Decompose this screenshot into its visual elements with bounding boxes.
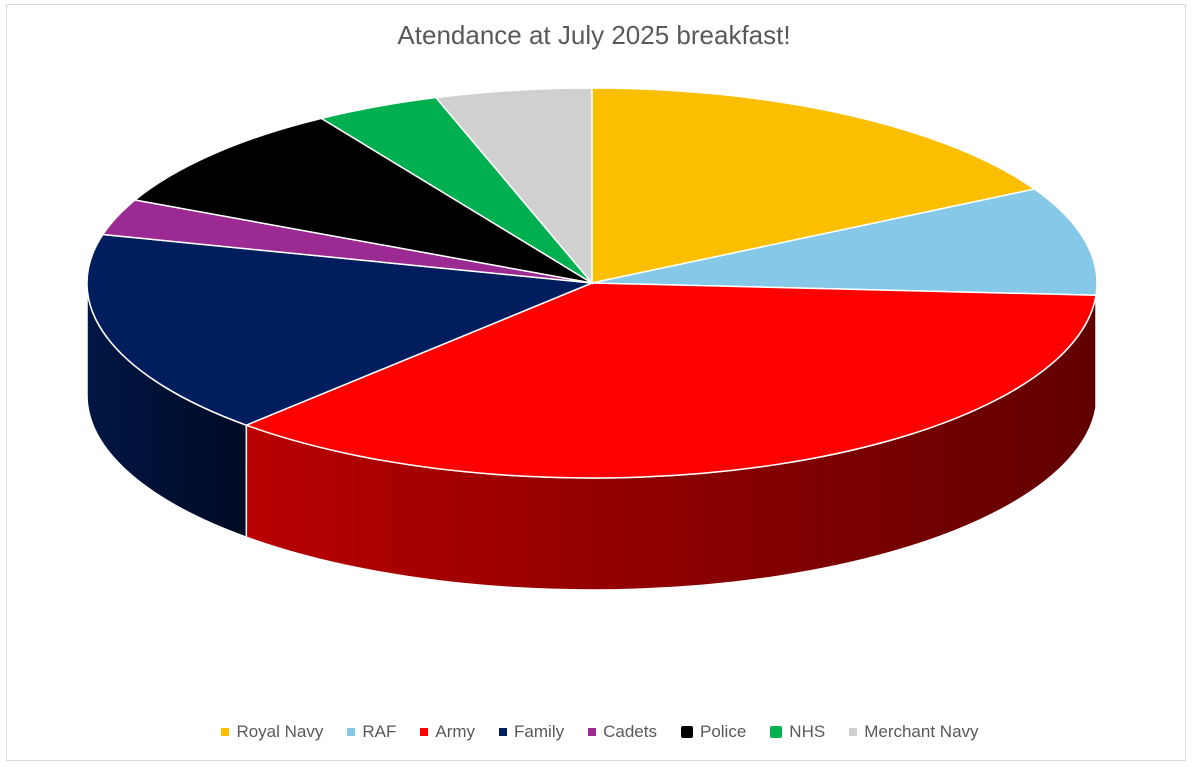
legend-item-royal-navy[interactable]: Royal Navy bbox=[221, 722, 323, 742]
legend-label: RAF bbox=[362, 722, 397, 741]
legend-label: Family bbox=[514, 722, 565, 741]
chart-title: Atendance at July 2025 breakfast! bbox=[397, 20, 791, 50]
pie-slice-army[interactable] bbox=[244, 282, 1097, 479]
legend-label: Merchant Navy bbox=[864, 722, 979, 741]
legend-swatch bbox=[680, 726, 693, 738]
legend-swatch bbox=[849, 728, 858, 736]
legend-label: NHS bbox=[789, 722, 826, 741]
legend-item-family[interactable]: Family bbox=[499, 722, 564, 742]
legend-item-cadets[interactable]: Cadets bbox=[588, 722, 657, 742]
legend-swatch bbox=[588, 728, 597, 736]
legend-swatch bbox=[221, 728, 230, 736]
legend-label: Police bbox=[699, 722, 747, 741]
legend-label: Cadets bbox=[603, 722, 657, 741]
legend-item-merchant-navy[interactable]: Merchant Navy bbox=[849, 722, 979, 742]
legend-swatch bbox=[420, 728, 429, 736]
pie-slice-royal-navy[interactable] bbox=[591, 87, 1037, 284]
pie-slice-family[interactable] bbox=[86, 233, 593, 426]
legend-item-nhs[interactable]: NHS bbox=[770, 722, 825, 742]
legend-item-army[interactable]: Army bbox=[420, 722, 475, 742]
legend-swatch bbox=[770, 726, 783, 738]
pie-slice-raf[interactable] bbox=[591, 188, 1098, 297]
legend-item-raf[interactable]: RAF bbox=[347, 722, 396, 742]
legend-label: Royal Navy bbox=[236, 722, 324, 741]
pie-slice-merchant-navy[interactable] bbox=[434, 87, 593, 286]
pie-slice-police[interactable] bbox=[133, 117, 593, 284]
legend: Royal Navy RAF Army Family Cadets Police NHS Me… bbox=[0, 722, 1200, 742]
legend-label: Army bbox=[435, 722, 476, 741]
legend-swatch bbox=[347, 728, 356, 736]
legend-swatch bbox=[499, 728, 508, 736]
legend-item-police[interactable]: Police bbox=[680, 722, 747, 742]
